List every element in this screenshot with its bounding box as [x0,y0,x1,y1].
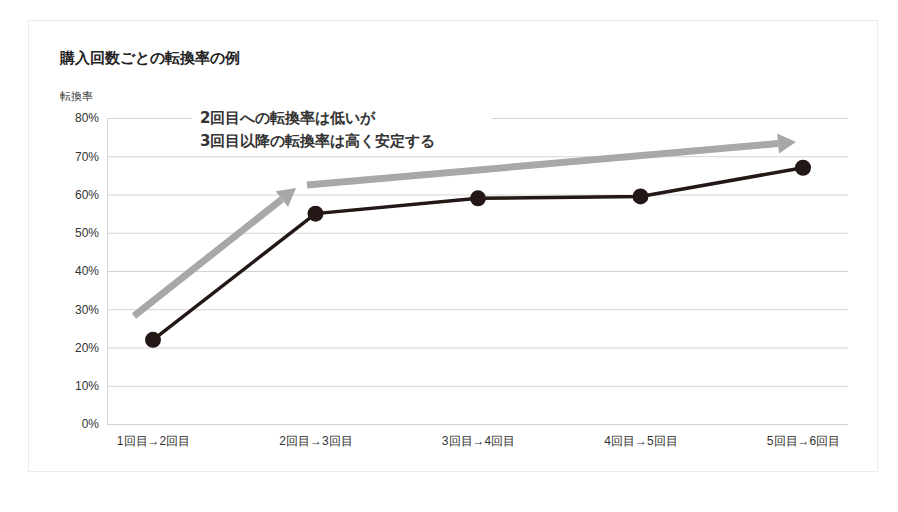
y-tick-label: 30% [75,303,99,317]
y-tick-label: 70% [75,150,99,164]
chart: 0% 10% 20% 30% 40% 50% 60% 70% 80% 1回目→2回目 2回目→3回目… [0,0,898,512]
plot-area [145,160,811,348]
title: 購入回数ごとの転換率の例 [59,49,240,67]
x-tick-label: 1回目→2回目 [117,434,190,448]
annotation-bg [192,104,492,152]
x-tick-label: 3回目→4回目 [442,434,515,448]
y-tick-label: 80% [75,111,99,125]
y-tick: 0% [82,417,848,431]
x-tick: 1回目→2回目 [117,434,190,448]
x-tick: 4回目→5回目 [604,434,677,448]
y-tick-label: 20% [75,341,99,355]
arrow-head [777,134,796,154]
x-axis: 1回目→2回目 2回目→3回目 3回目→4回目 4回目→5回目 5回目→6回目 [107,425,848,448]
x-axis-line [107,424,848,425]
x-tick-label: 4回目→5回目 [604,434,677,448]
grid-line [107,386,848,387]
x-tick-label: 2回目→3回目 [279,434,352,448]
grid-line [107,156,848,157]
y-tick-label: 0% [82,417,100,431]
y-tick-label: 60% [75,188,99,202]
marker [470,190,486,206]
annotation: 2回目への転換率は低いが [200,109,376,127]
grid-line [107,309,848,310]
y-axis: 0% 10% 20% 30% 40% 50% 60% 70% 80% [75,111,848,431]
x-tick-label: 5回目→6回目 [767,434,840,448]
y-tick: 50% [75,226,848,240]
y-tick: 20% [75,341,848,355]
x-tick: 2回目→3回目 [279,434,352,448]
grid-line [107,271,848,272]
y-axis-title: 転換率 [60,90,93,103]
x-tick: 5回目→6回目 [767,434,840,448]
y-tick: 10% [75,379,848,393]
marker [633,188,649,204]
grid-line [107,424,848,425]
marker [308,206,324,222]
annotation: 3回目以降の転換率は高く安定する [200,132,435,150]
grid-line [107,348,848,349]
frame [29,21,878,472]
line [153,168,803,340]
y-tick-label: 10% [75,379,99,393]
arrow-head [276,188,296,207]
x-tick: 3回目→4回目 [442,434,515,448]
y-tick-label: 40% [75,264,99,278]
y-tick-label: 50% [75,226,99,240]
marker [145,332,161,348]
marker [795,160,811,176]
grid-line [107,233,848,234]
